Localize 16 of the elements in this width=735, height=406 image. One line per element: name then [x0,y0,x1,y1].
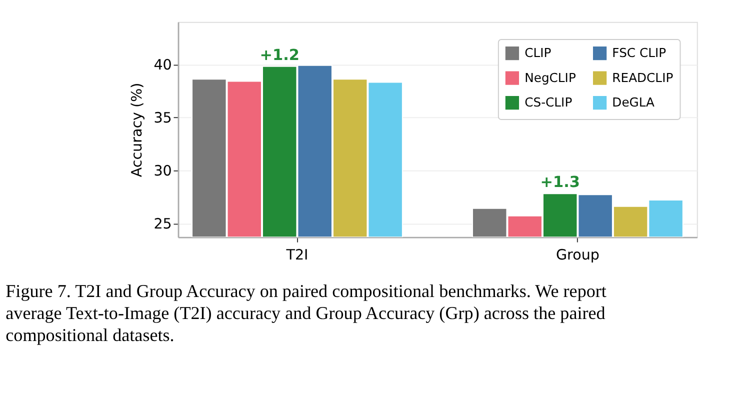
legend-label: DeGLA [612,96,656,110]
y-tick-label: 25 [154,216,172,233]
y-axis-title: Accuracy (%) [129,82,146,178]
legend-label: CLIP [524,46,552,60]
legend-label: CS-CLIP [524,96,573,110]
y-tick-label: 40 [154,58,172,74]
annotation: +1.2 [260,46,300,64]
legend-label: NegCLIP [524,70,576,85]
annotation: +1.3 [540,172,580,191]
y-tick-label: 30 [154,164,172,180]
caption: Figure 7. T2I and Group Accuracy on paired compositional benchmarks. We report average Text-to-Image (T2I) accuracy and Group Accuracy (Grp) across the paired compositional datasets. [6,281,606,345]
x-tick-label: Group [556,247,600,264]
legend-label: FSC CLIP [612,46,667,60]
legend-label: READCLIP [612,70,674,85]
y-tick-label: 35 [154,110,172,127]
x-tick-label: T2I [285,247,308,264]
